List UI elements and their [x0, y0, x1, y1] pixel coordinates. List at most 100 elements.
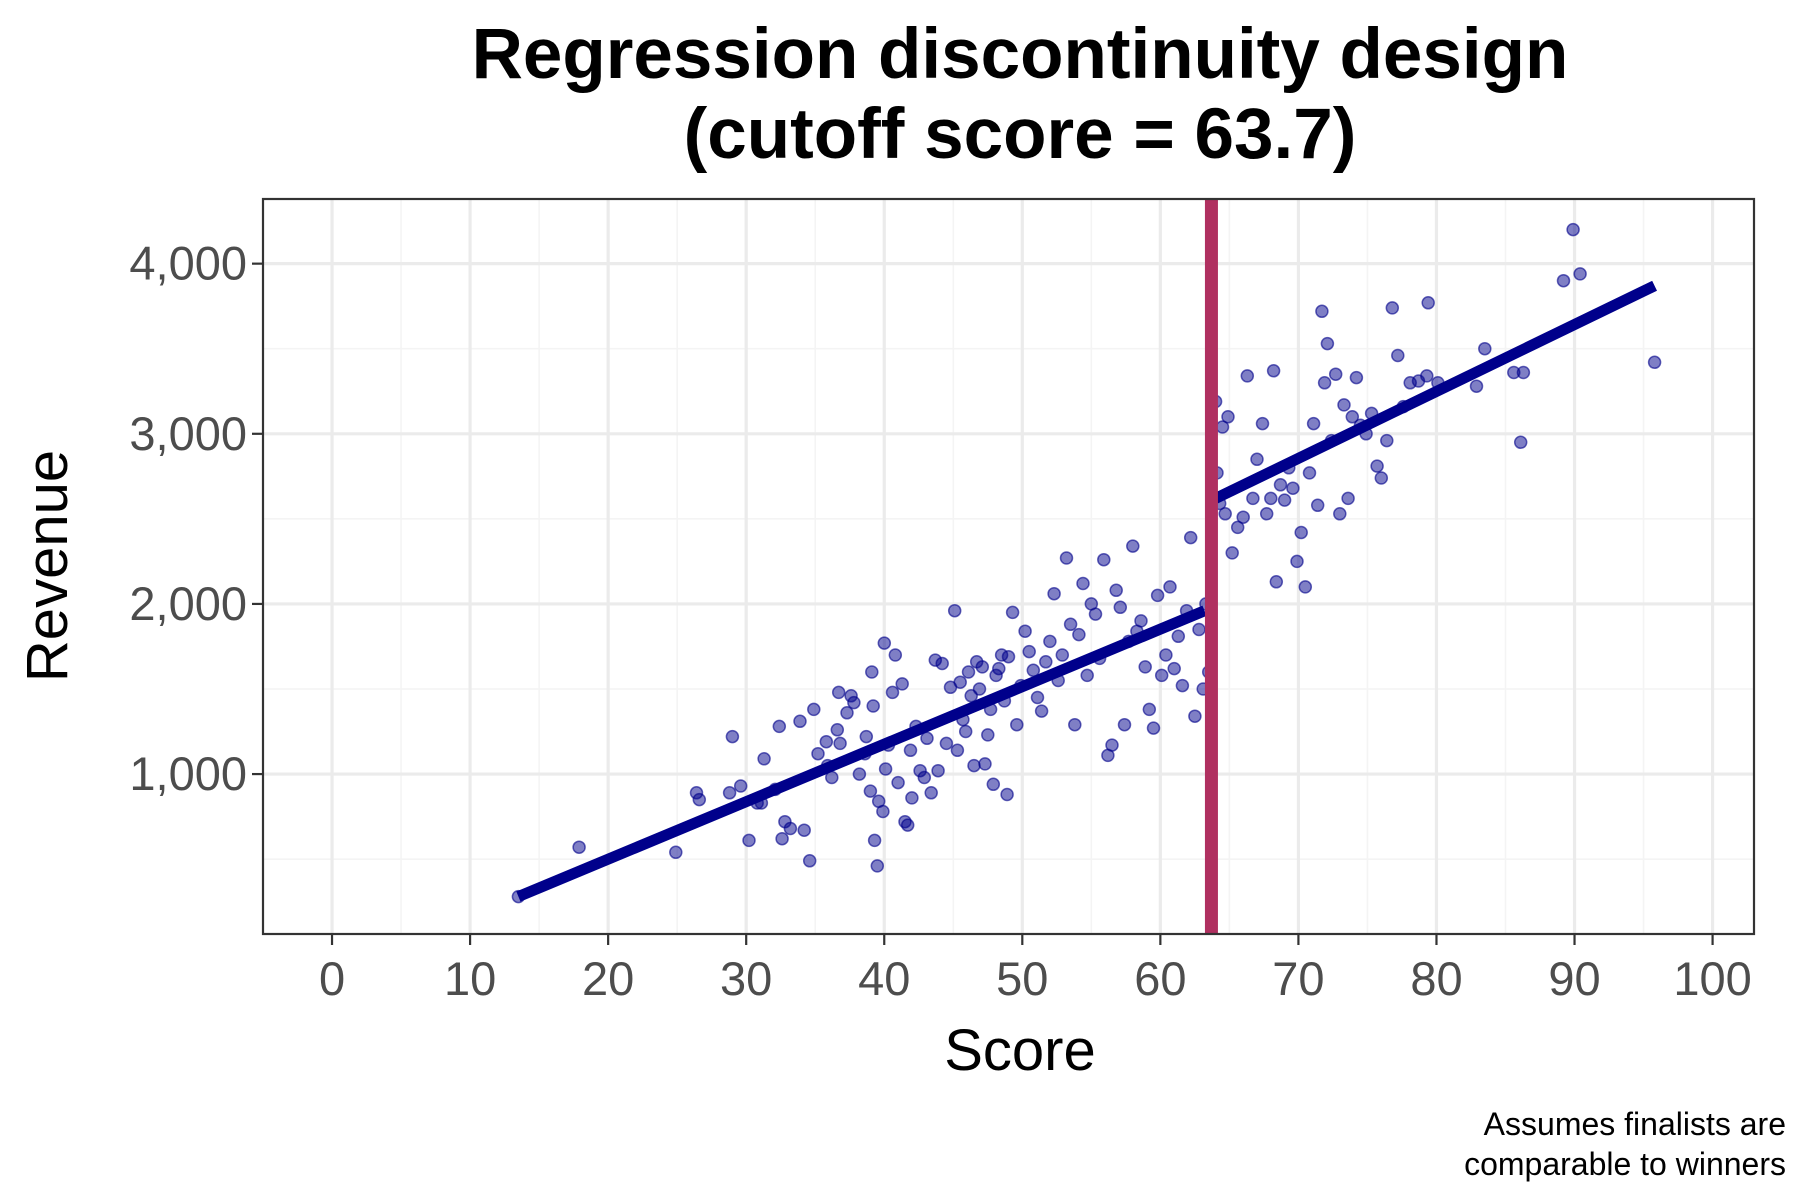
x-tick-label: 50	[996, 952, 1048, 1005]
data-point	[1370, 459, 1384, 473]
data-point	[1310, 498, 1325, 513]
data-points	[511, 222, 1662, 904]
data-point	[950, 743, 965, 758]
data-point	[1059, 551, 1074, 565]
data-point	[1097, 552, 1111, 567]
x-tick-label: 70	[1272, 952, 1324, 1005]
data-point	[972, 682, 987, 696]
data-point	[831, 685, 846, 700]
data-point	[1117, 717, 1132, 732]
data-point	[572, 840, 586, 854]
data-point	[742, 833, 756, 848]
fit-line	[516, 605, 1207, 902]
data-point	[1159, 648, 1173, 662]
data-point	[1134, 614, 1148, 628]
caption-line-1: Assumes finalists are	[1484, 1106, 1786, 1142]
grid-lines	[263, 199, 1754, 934]
data-point	[1076, 576, 1090, 591]
data-point	[1264, 491, 1278, 506]
data-point	[1380, 433, 1394, 448]
data-point	[1150, 588, 1165, 603]
data-point	[1573, 267, 1587, 281]
data-point	[1374, 471, 1389, 485]
data-point	[859, 729, 874, 744]
data-point	[847, 695, 861, 710]
data-point	[961, 665, 976, 679]
data-point	[1349, 370, 1364, 385]
data-point	[1246, 491, 1260, 506]
fit-line	[1213, 280, 1657, 504]
data-point	[967, 758, 981, 773]
data-point	[1039, 655, 1053, 669]
data-point	[1113, 600, 1128, 615]
data-point	[1469, 379, 1484, 393]
data-point	[1250, 452, 1264, 467]
data-point	[1345, 410, 1360, 424]
data-point	[840, 706, 854, 720]
data-point	[865, 665, 879, 679]
data-point	[931, 763, 945, 778]
data-point	[1000, 787, 1014, 802]
data-point	[920, 731, 934, 746]
data-point	[891, 775, 905, 790]
x-tick-label: 60	[1134, 952, 1186, 1005]
data-point	[1221, 410, 1235, 424]
data-point	[1255, 416, 1270, 431]
data-point	[1269, 575, 1284, 589]
data-point	[1072, 627, 1086, 642]
data-point	[1266, 364, 1281, 378]
data-point	[1034, 704, 1049, 718]
data-point	[1146, 721, 1161, 735]
data-point	[1105, 738, 1119, 752]
data-point	[903, 743, 918, 758]
data-point	[1138, 660, 1152, 674]
data-point	[692, 792, 707, 807]
data-point	[1043, 634, 1057, 649]
data-point	[1320, 336, 1335, 351]
data-point	[1192, 622, 1206, 637]
data-point	[992, 661, 1006, 676]
data-point	[1126, 539, 1140, 553]
data-point	[802, 854, 817, 868]
data-point	[733, 779, 748, 793]
data-point	[1171, 629, 1186, 644]
data-point	[876, 804, 890, 819]
data-point	[852, 767, 867, 781]
data-point	[939, 736, 954, 751]
data-point	[1337, 398, 1351, 412]
y-tick-label: 4,000	[129, 237, 247, 290]
data-point	[1290, 554, 1304, 569]
data-point	[1317, 376, 1332, 390]
x-tick-label: 0	[319, 952, 345, 1005]
data-point	[1154, 668, 1169, 683]
data-point	[885, 685, 900, 700]
data-point	[953, 675, 967, 689]
data-point	[1142, 702, 1157, 717]
x-tick-label: 90	[1548, 952, 1600, 1005]
y-tick-label: 3,000	[129, 407, 247, 460]
chart-title: Regression discontinuity design	[472, 15, 1569, 94]
data-point	[725, 729, 740, 744]
fit-lines	[516, 280, 1657, 902]
data-point	[830, 723, 845, 737]
data-point	[867, 833, 882, 848]
data-point	[1385, 301, 1400, 315]
data-point	[935, 656, 949, 671]
data-point	[1240, 369, 1255, 383]
data-point	[1010, 717, 1024, 732]
data-point	[1647, 355, 1662, 370]
data-point	[1001, 649, 1016, 664]
data-point	[775, 831, 789, 846]
data-point	[1218, 507, 1232, 521]
data-point	[1236, 510, 1250, 524]
x-axis-ticks: 0 10 20 30 40 50 60 70 80 90 100	[319, 934, 1752, 1005]
data-point	[900, 818, 915, 832]
data-point	[833, 736, 847, 751]
data-point	[1420, 369, 1434, 383]
data-point	[1277, 493, 1292, 507]
data-point	[863, 784, 878, 798]
data-point	[947, 603, 962, 618]
x-axis-title: Score	[944, 1018, 1096, 1083]
data-point	[895, 677, 909, 691]
